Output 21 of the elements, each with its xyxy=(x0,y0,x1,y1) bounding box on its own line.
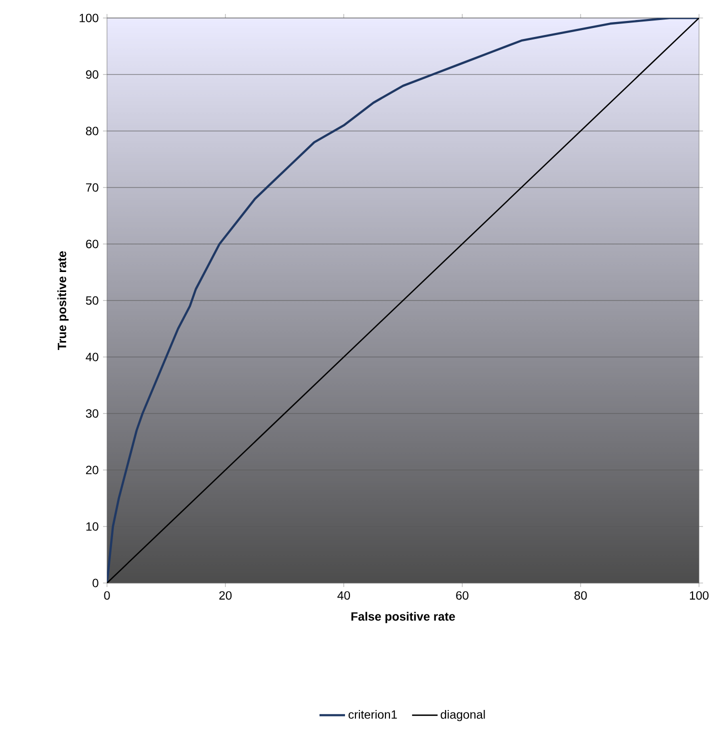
y-tick-label: 20 xyxy=(86,466,98,474)
x-tick-label: 20 xyxy=(219,591,232,600)
y-axis-title: True positive rate xyxy=(57,251,69,350)
legend-label: criterion1 xyxy=(348,710,397,719)
y-tick-label: 50 xyxy=(86,296,98,305)
y-tick-label: 10 xyxy=(86,522,98,531)
y-tick-label: 90 xyxy=(86,70,98,79)
y-tick-label: 0 xyxy=(92,578,98,588)
y-tick-label: 80 xyxy=(86,126,98,136)
x-tick-label: 80 xyxy=(574,591,587,600)
x-tick-label: 40 xyxy=(337,591,350,600)
x-axis-title: False positive rate xyxy=(351,612,455,624)
y-tick-label: 30 xyxy=(86,409,98,418)
y-tick-label: 70 xyxy=(86,183,98,192)
x-tick-label: 60 xyxy=(456,591,468,600)
y-tick-label: 60 xyxy=(86,240,98,248)
y-tick-label: 40 xyxy=(86,352,98,362)
legend-label: diagonal xyxy=(440,710,485,722)
x-tick-label: 0 xyxy=(104,591,110,600)
y-tick-label: 100 xyxy=(80,14,98,22)
x-tick-label: 100 xyxy=(690,591,709,600)
